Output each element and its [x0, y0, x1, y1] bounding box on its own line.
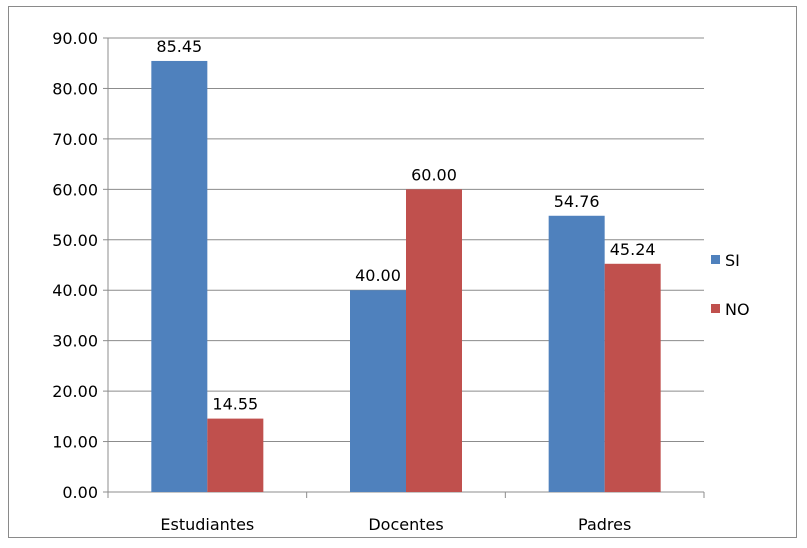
y-tick-label: 40.00: [52, 281, 98, 300]
bars: [151, 60, 661, 493]
legend-label-si: SI: [725, 251, 740, 270]
bar-no-padres: [604, 263, 661, 492]
data-label: 85.45: [156, 37, 202, 56]
y-tick-label: 70.00: [52, 130, 98, 149]
x-tick-label: Docentes: [368, 515, 443, 534]
axes: 0.00 10.00 20.00 30.00 40.00 50.00 60.00 70.00 8…: [52, 29, 705, 534]
y-tick-label: 30.00: [52, 332, 98, 351]
bar-no-docentes: [406, 189, 462, 493]
y-tick-label: 50.00: [52, 231, 98, 250]
legend-swatch-si: [711, 255, 720, 264]
bar-si-padres: [548, 215, 605, 492]
y-tick-label: 60.00: [52, 180, 98, 199]
x-tick-label: Padres: [578, 515, 631, 534]
data-label: 40.00: [355, 266, 401, 285]
y-tick-label: 80.00: [52, 79, 98, 98]
data-label: 60.00: [411, 165, 457, 184]
data-label: 54.76: [554, 192, 600, 211]
y-tick-label: 10.00: [52, 433, 98, 452]
data-labels: 85.45 14.55 40.00 60.00 54.76 45.24: [156, 37, 655, 414]
y-tick-label: 20.00: [52, 382, 98, 401]
legend: SI NO: [711, 251, 750, 319]
data-label: 14.55: [212, 395, 258, 414]
legend-swatch-no: [711, 304, 720, 313]
y-tick-label: 90.00: [52, 29, 98, 48]
legend-label-no: NO: [725, 300, 750, 319]
bar-si-estudiantes: [151, 60, 208, 493]
bar-no-estudiantes: [207, 418, 264, 492]
x-tick-label: Estudiantes: [160, 515, 254, 534]
data-label: 45.24: [610, 240, 656, 259]
y-tick-label: 0.00: [62, 483, 98, 502]
bar-si-docentes: [350, 290, 406, 492]
